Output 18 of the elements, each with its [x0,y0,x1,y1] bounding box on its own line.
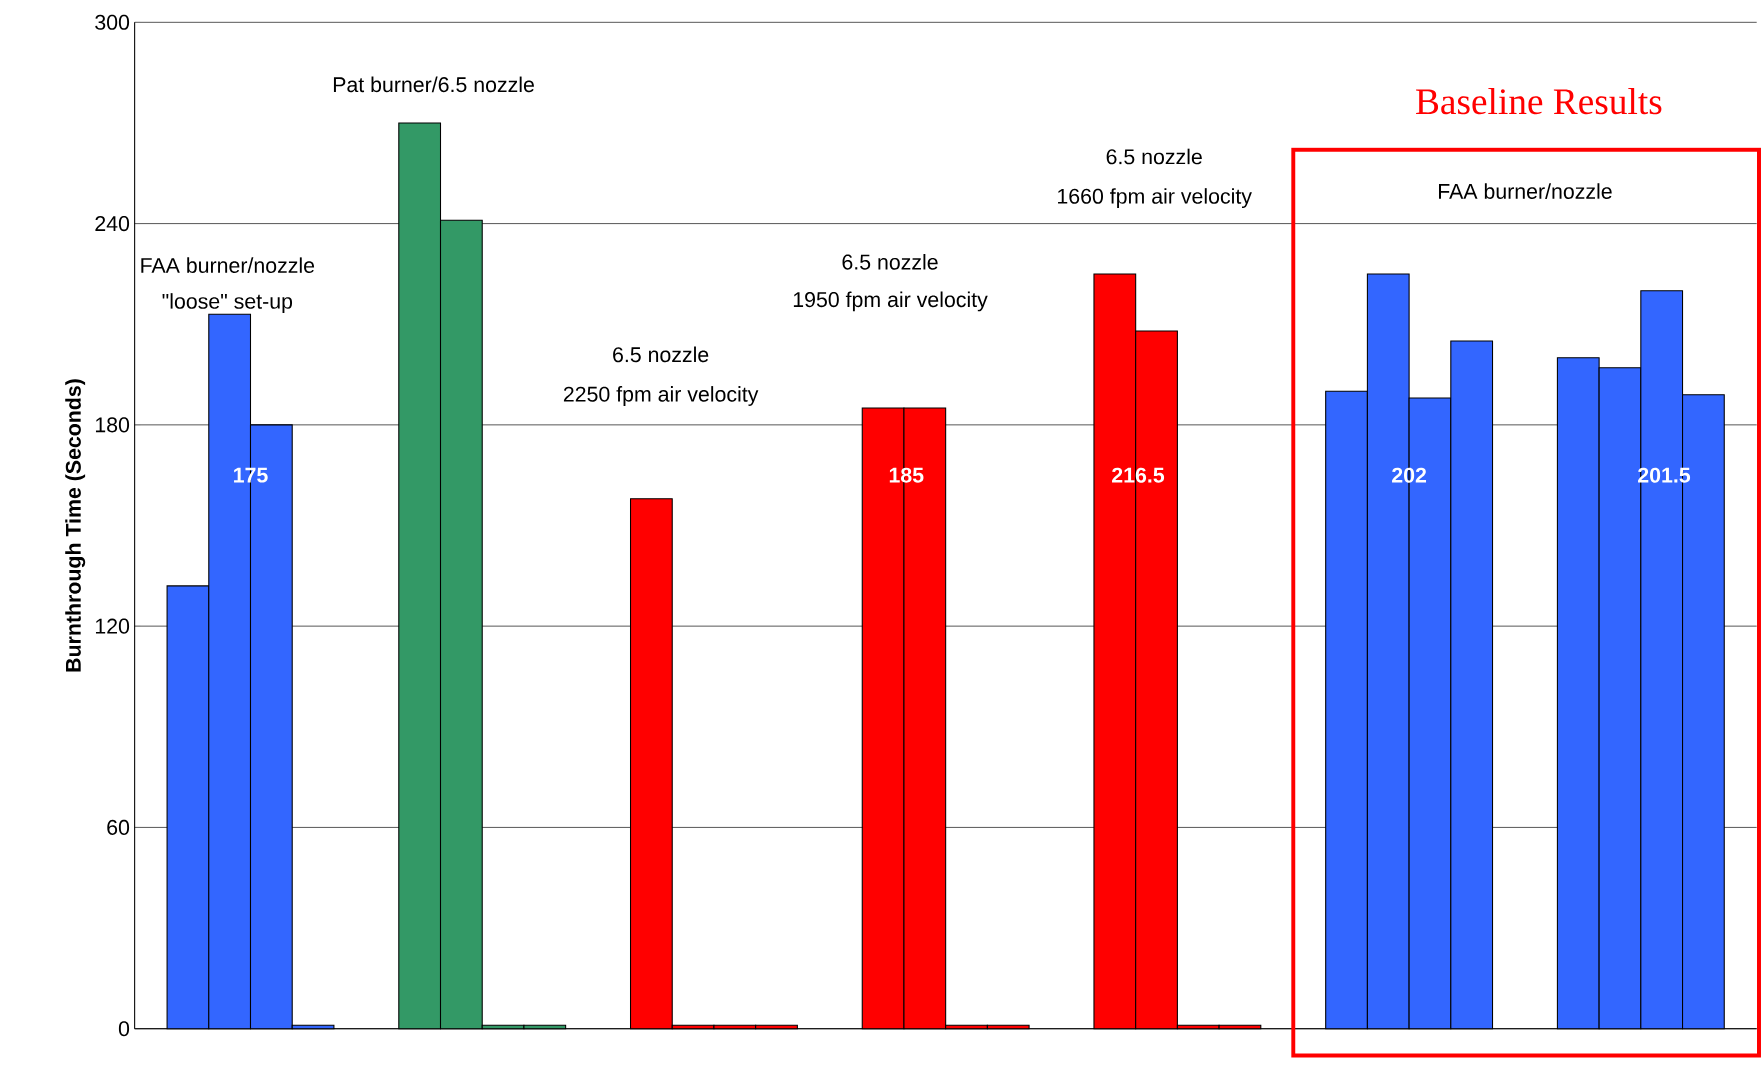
annotation: Pat burner/6.5 nozzle [333,76,534,93]
annotation: FAA burner/nozzle [1439,183,1612,200]
annotation: 2250 fpm air velocity [563,386,759,407]
annotation: 6.5 nozzle [1106,148,1202,165]
y-tick-label: 180 [95,417,130,433]
annotation: 6.5 nozzle [842,254,938,270]
annotation: 1950 fpm air velocity [793,291,988,312]
y-tick-label: 300 [95,14,130,31]
y-tick-label: 240 [95,216,130,232]
annotation: 1660 fpm air velocity [1058,188,1252,209]
annotation: 6.5 nozzle [613,346,709,363]
annotation: Baseline Results [1416,88,1662,115]
y-tick-label: 60 [107,820,130,836]
y-tick-label: 0 [118,1021,130,1037]
annotation: "loose" set-up [162,293,293,314]
y-axis-title: Burnthrough Time (Seconds) [65,379,86,672]
y-tick-label: 120 [95,618,130,634]
annotation: FAA burner/nozzle [141,257,315,274]
